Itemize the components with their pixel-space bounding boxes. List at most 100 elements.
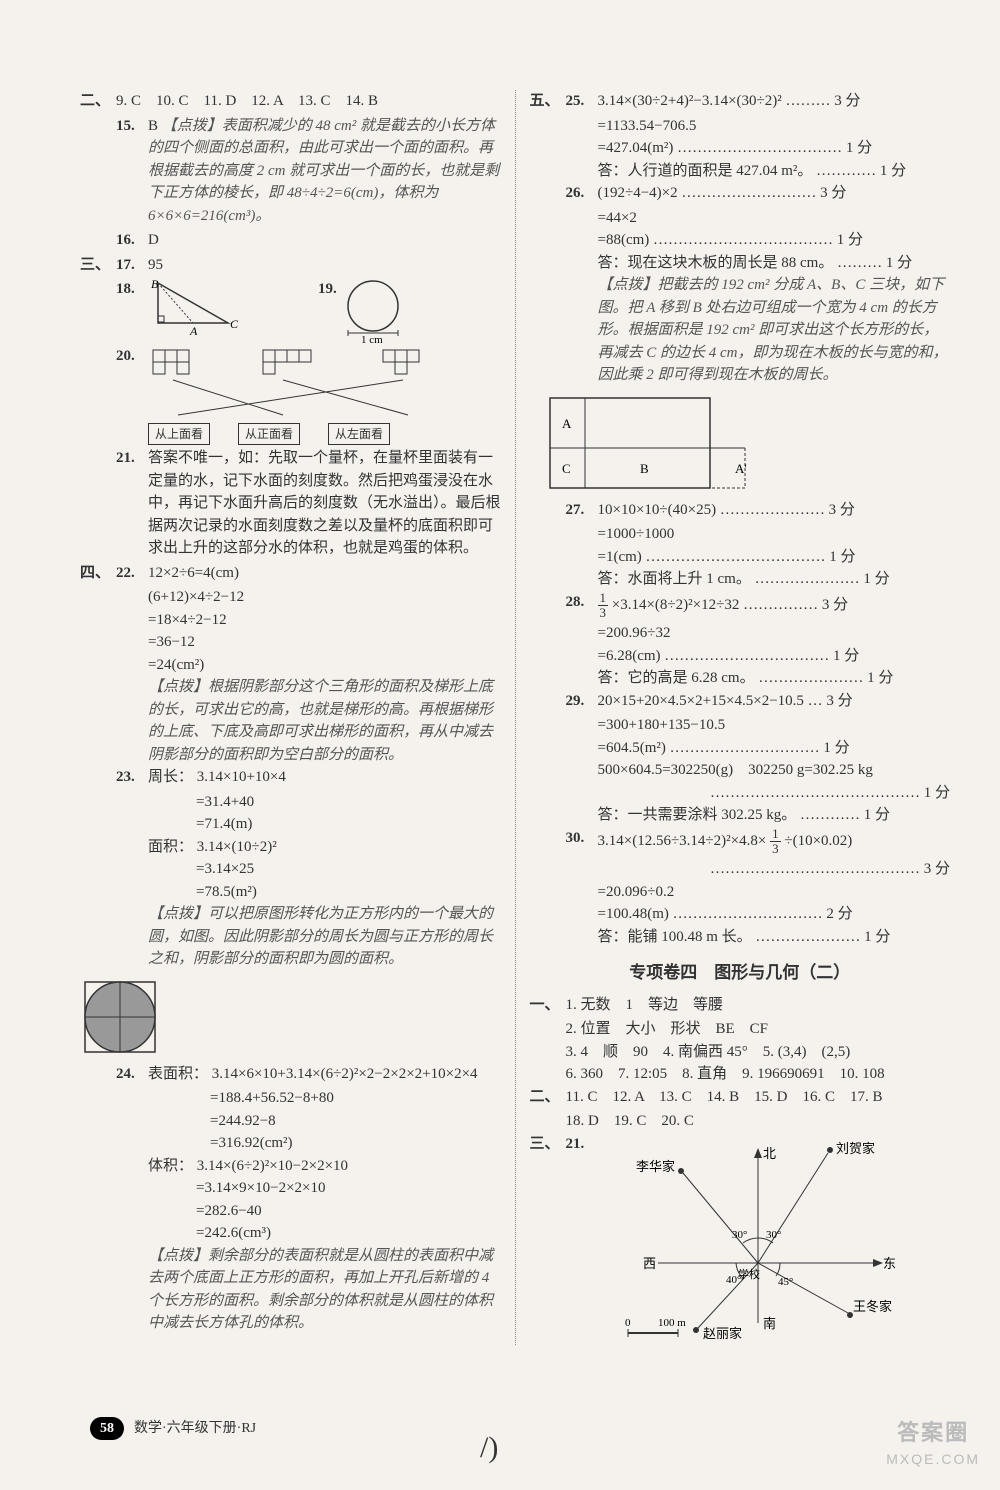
- q19-num: 19.: [318, 281, 337, 297]
- q18-triangle: B A C: [148, 278, 258, 338]
- q24-v1: 3.14×(6÷2)²×10−2×2×10: [197, 1158, 348, 1174]
- q24-v2: =3.14×9×10−2×2×10: [196, 1177, 501, 1200]
- sec2b-l1: 11. C 12. A 13. C 14. B 15. D 16. C 17. …: [566, 1086, 951, 1109]
- q23-num: 23.: [116, 766, 148, 789]
- page-number: 58: [90, 1417, 124, 1440]
- watermark: 答案圈 MXQE.COM: [886, 1416, 980, 1470]
- sec1b-l2: 2. 位置 大小 形状 BE CF: [566, 1018, 951, 1041]
- watermark-top: 答案圈: [886, 1416, 980, 1449]
- page-footer: 58 数学·六年级下册·RJ: [90, 1417, 256, 1440]
- q24-v-label: 体积：: [148, 1158, 193, 1174]
- q29-l2: =300+180+135−10.5: [598, 714, 951, 737]
- q15-ans: B: [148, 118, 158, 134]
- svg-text:100 m: 100 m: [658, 1317, 686, 1329]
- svg-text:东: 东: [883, 1256, 896, 1271]
- q17-ans: 95: [148, 254, 501, 277]
- q29-num: 29.: [566, 690, 598, 713]
- q21b-num: 21.: [566, 1133, 598, 1156]
- q26-num: 26.: [566, 182, 598, 205]
- q20-label-0: 从上面看: [148, 423, 210, 445]
- handwritten-mark: /): [480, 1425, 498, 1470]
- svg-text:1 cm: 1 cm: [361, 334, 383, 343]
- sec1b-l3: 3. 4 顺 90 4. 南偏西 45° 5. (3,4) (2,5): [566, 1041, 951, 1064]
- left-column: 二、 9. C 10. C 11. D 12. A 13. C 14. B 15…: [80, 90, 501, 1345]
- svg-text:B: B: [151, 278, 159, 291]
- q29-l1: 20×15+20×4.5×2+15×4.5×2−10.5 … 3 分: [598, 690, 951, 713]
- svg-text:李华家: 李华家: [636, 1159, 675, 1174]
- q28-num: 28.: [566, 591, 598, 614]
- q23-note: 【点拨】可以把原图形转化为正方形内的一个最大的圆，如图。因此阴影部分的周长为圆与…: [148, 903, 501, 971]
- q15-note: 【点拨】表面积减少的 48 cm² 就是截去的小长方体的四个侧面的总面积，由此可…: [148, 118, 499, 224]
- q23-a1: 3.14×(10÷2)²: [197, 839, 277, 855]
- sec2-line1: 9. C 10. C 11. D 12. A 13. C 14. B: [116, 90, 501, 113]
- watermark-bottom: MXQE.COM: [886, 1449, 980, 1470]
- q16-ans: D: [148, 229, 501, 252]
- q17-num: 17.: [116, 254, 148, 277]
- q24-note: 【点拨】剩余部分的表面积就是从圆柱的表面积中减去两个底面上正方形的面积，再加上开…: [148, 1245, 501, 1335]
- q23-c1: 3.14×10+10×4: [197, 769, 286, 785]
- frac-one-third-b: 13: [770, 827, 781, 857]
- q24-v4: =242.6(cm³): [196, 1222, 501, 1245]
- q27-num: 27.: [566, 499, 598, 522]
- q18-num: 18.: [116, 278, 148, 301]
- q27-l4: 答：水面将上升 1 cm。 ………………… 1 分: [598, 568, 951, 591]
- svg-text:30°: 30°: [732, 1229, 747, 1241]
- q24-s3: =244.92−8: [210, 1110, 501, 1133]
- q23-a2: =3.14×25: [196, 858, 501, 881]
- section-2b-header: 二、: [530, 1086, 566, 1109]
- q23-a3: =78.5(m²): [196, 881, 501, 904]
- q23-a-label: 面积：: [148, 839, 193, 855]
- q28-l3: =6.28(cm) …………………………… 1 分: [598, 645, 951, 668]
- q24-v3: =282.6−40: [196, 1200, 501, 1223]
- section-1b-header: 一、: [530, 994, 566, 1017]
- svg-text:A': A': [735, 461, 747, 476]
- q26-note: 【点拨】把截去的 192 cm² 分成 A、B、C 三块，如下图。把 A 移到 …: [598, 274, 951, 387]
- q20-label-2: 从左面看: [328, 423, 390, 445]
- svg-text:A: A: [189, 324, 198, 338]
- svg-text:B: B: [640, 461, 649, 476]
- q23-figure: [80, 977, 160, 1057]
- q28-l2: =200.96÷32: [598, 622, 951, 645]
- svg-text:刘贺家: 刘贺家: [836, 1141, 875, 1156]
- q24-s-label: 表面积：: [148, 1066, 208, 1082]
- svg-text:赵丽家: 赵丽家: [703, 1326, 742, 1341]
- q16-num: 16.: [116, 229, 148, 252]
- q20-num: 20.: [116, 345, 148, 368]
- svg-text:C: C: [562, 461, 571, 476]
- q26-l1: (192÷4−4)×2 ……………………… 3 分: [598, 182, 951, 205]
- sec2b-l2: 18. D 19. C 20. C: [566, 1110, 951, 1133]
- sec1b-l1: 1. 无数 1 等边 等腰: [566, 994, 951, 1017]
- q21-text: 答案不唯一，如：先取一个量杯，在量杯里面装有一定量的水，记下水面的刻度数。然后把…: [148, 447, 501, 560]
- svg-text:30°: 30°: [766, 1229, 781, 1241]
- q26-l3: =88(cm) ……………………………… 1 分: [598, 229, 951, 252]
- q27-l1: 10×10×10÷(40×25) ………………… 3 分: [598, 499, 951, 522]
- svg-text:西: 西: [643, 1256, 656, 1271]
- right-column: 五、 25. 3.14×(30÷2+4)²−3.14×(30÷2)² ……… 3…: [530, 90, 951, 1345]
- q26-l2: =44×2: [598, 207, 951, 230]
- q22-l4: =36−12: [148, 631, 501, 654]
- q19-circle: 1 cm: [341, 278, 411, 343]
- q22-note: 【点拨】根据阴影部分这个三角形的面积及梯形上底的长，可求出它的高，也就是梯形的高…: [148, 676, 501, 766]
- q25-l3: =427.04(m²) …………………………… 1 分: [598, 137, 951, 160]
- q27-l2: =1000÷1000: [598, 523, 951, 546]
- svg-text:0: 0: [625, 1317, 631, 1329]
- q25-l1: 3.14×(30÷2+4)²−3.14×(30÷2)² ……… 3 分: [598, 90, 951, 113]
- q27-l3: =1(cm) ……………………………… 1 分: [598, 546, 951, 569]
- q28-l4: 答：它的高是 6.28 cm。 ………………… 1 分: [598, 667, 951, 690]
- page-columns: 二、 9. C 10. C 11. D 12. A 13. C 14. B 15…: [80, 90, 950, 1345]
- section-3-header: 三、: [80, 254, 116, 277]
- q26-diagram: A C B A': [530, 393, 770, 493]
- q22-num: 22.: [116, 562, 148, 585]
- q25-num: 25.: [566, 90, 598, 113]
- q22-l3: =18×4÷2−12: [148, 609, 501, 632]
- q23-c2: =31.4+40: [196, 791, 501, 814]
- q22-l2: (6+12)×4÷2−12: [148, 586, 501, 609]
- q29-l5: …………………………………… 1 分: [598, 782, 951, 805]
- q20-label-1: 从正面看: [238, 423, 300, 445]
- book-title: 数学·六年级下册·RJ: [134, 1418, 256, 1439]
- q23-c3: =71.4(m): [196, 813, 501, 836]
- q25-l2: =1133.54−706.5: [598, 115, 951, 138]
- q22-l1: 12×2÷6=4(cm): [148, 562, 501, 585]
- q29-l4: 500×604.5=302250(g) 302250 g=302.25 kg: [598, 759, 951, 782]
- q25-l4: 答：人行道的面积是 427.04 m²。 ………… 1 分: [598, 160, 951, 183]
